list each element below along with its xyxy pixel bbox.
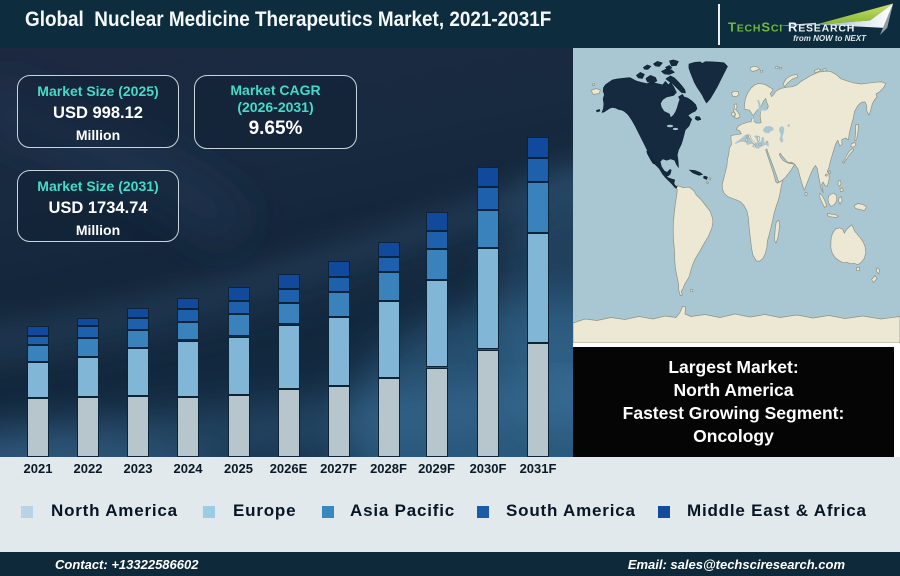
svg-text:TECHSCI: TECHSCI bbox=[728, 20, 783, 35]
svg-text:from NOW to NEXT: from NOW to NEXT bbox=[793, 34, 867, 43]
svg-text:RESEARCH: RESEARCH bbox=[788, 20, 855, 35]
